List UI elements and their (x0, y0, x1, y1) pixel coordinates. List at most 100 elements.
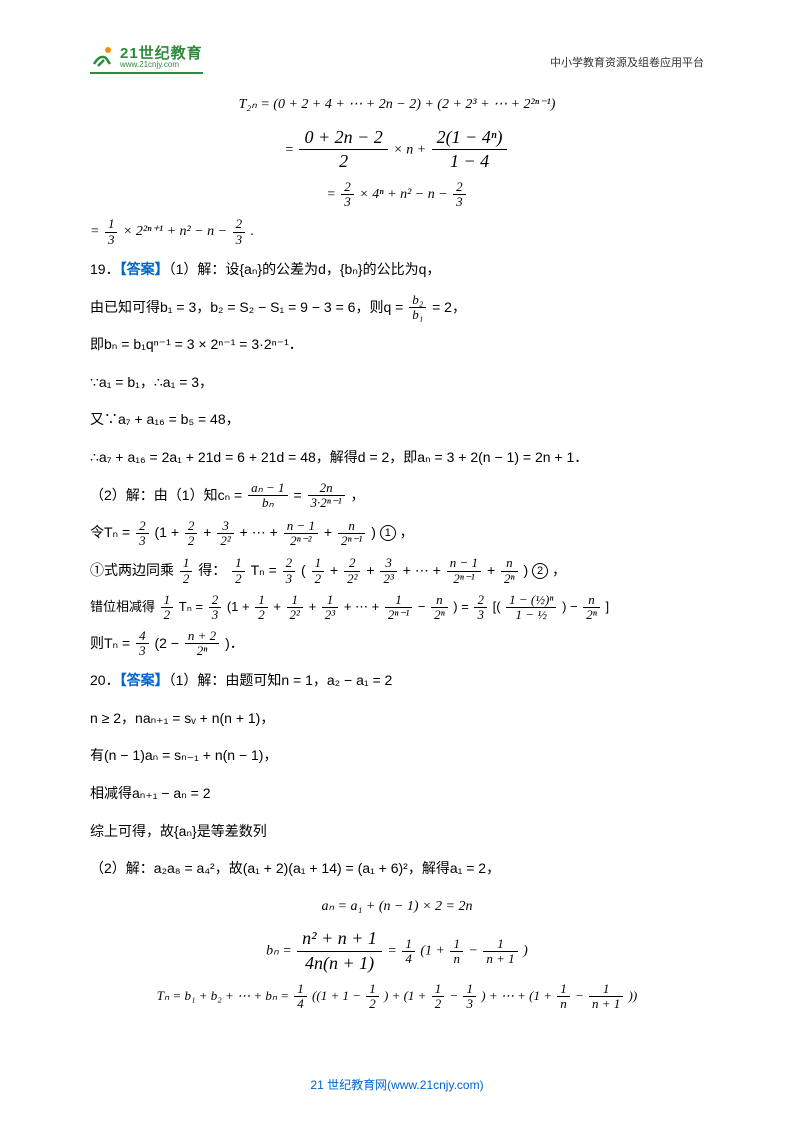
fraction: 1n (557, 982, 570, 1012)
fraction: 1n + 1 (589, 982, 623, 1012)
solution-text: ) (371, 524, 376, 540)
solution-line: ∵a₁ = b₁，∴a₁ = 3， (90, 366, 704, 400)
equation-line: = 0 + 2n − 22 × n + 2(1 − 4ⁿ)1 − 4 (90, 126, 704, 174)
equation-line: bₙ = n² + n + 14n(n + 1) = 14 (1 + 1n − … (90, 927, 704, 975)
fraction: 12 (161, 593, 174, 623)
solution-text: + (330, 562, 342, 578)
eq-text: = (326, 187, 339, 202)
equation-line: aₙ = a₁ + (n − 1) × 2 = 2n (90, 890, 704, 924)
answer-label: 【答案】 (120, 672, 169, 688)
fraction: 23 (283, 556, 296, 586)
fraction: n2ⁿ (583, 593, 600, 623)
fraction: n2ⁿ (431, 593, 448, 623)
solution-line: ①式两边同乘 12 得： 12 Tₙ = 23 ( 12 + 22² + 32³… (90, 554, 704, 588)
solution-line: 即bₙ = b₁qⁿ⁻¹ = 3 × 2ⁿ⁻¹ = 3·2ⁿ⁻¹． (90, 328, 704, 362)
fraction: 14 (294, 982, 307, 1012)
equation-line: Tₙ = b₁ + b₂ + ⋯ + bₙ = 14 ((1 + 1 − 12 … (90, 980, 704, 1012)
solution-text: 错位相减得 (90, 599, 155, 614)
solution-text: + (487, 562, 499, 578)
fraction: 23 (209, 593, 222, 623)
solution-line: 20．【答案】（1）解：由题可知n = 1，a₂ − a₁ = 2 (90, 664, 704, 698)
eq-text: bₙ = (266, 944, 295, 959)
solution-text: + (273, 599, 284, 614)
fraction: 12 (180, 556, 193, 586)
fraction: 2n3·2ⁿ⁻¹ (308, 481, 345, 511)
solution-text: Tₙ = (251, 562, 281, 578)
solution-text: + (324, 524, 336, 540)
solution-text: + ⋯ + (403, 562, 445, 578)
eq-text: = (387, 944, 400, 959)
logo-main-text: 21世纪教育 (120, 46, 203, 61)
solution-text: + (366, 562, 378, 578)
answer-label: 【答案】 (120, 261, 169, 277)
solution-line: n ≥ 2，naₙ₊₁ = sᵥ + n(n + 1)， (90, 702, 704, 736)
eq-text: × 4ⁿ + n² − n − (359, 187, 451, 202)
solution-line: 综上可得，故{aₙ}是等差数列 (90, 815, 704, 849)
fraction: 12 (255, 593, 268, 623)
fraction: 2(1 − 4ⁿ)1 − 4 (432, 126, 508, 174)
eq-text: − (449, 988, 461, 1003)
page-header: 21世纪教育 www.21cnjy.com 中小学教育资源及组卷应用平台 (90, 38, 704, 74)
solution-text: + ⋯ + (344, 599, 383, 614)
solution-text: (2 − (154, 635, 182, 651)
solution-text: ， (552, 562, 566, 578)
solution-text: ①式两边同乘 (90, 562, 174, 578)
fraction: 12 (432, 982, 445, 1012)
fraction: 12³ (322, 593, 338, 623)
fraction: 23 (341, 180, 354, 210)
solution-text: = (293, 487, 305, 503)
eq-text: ((1 + 1 − (312, 988, 364, 1003)
fraction: n2ⁿ (501, 556, 518, 586)
solution-text: − (418, 599, 429, 614)
solution-line: 错位相减得 12 Tₙ = 23 (1 + 12 + 12² + 12³ + ⋯… (90, 591, 704, 622)
solution-text: ( (301, 562, 306, 578)
solution-text: (1 + (154, 524, 182, 540)
fraction: 12 (232, 556, 245, 586)
document-body: T₂ₙ = (0 + 2 + 4 + ⋯ + 2n − 2) + (2 + 2³… (90, 88, 704, 1011)
fraction: 1 − (½)ⁿ1 − ½ (506, 593, 556, 623)
fraction: 22 (185, 519, 198, 549)
fraction: 13 (105, 217, 118, 247)
solution-text: 得： (198, 562, 226, 578)
fraction: n2ⁿ⁻¹ (338, 519, 365, 549)
logo-text-block: 21世纪教育 www.21cnjy.com (120, 46, 203, 69)
fraction: 14 (402, 937, 415, 967)
solution-text: + (203, 524, 215, 540)
solution-line: 令Tₙ = 23 (1 + 22 + 32² + ⋯ + n − 12ⁿ⁻² +… (90, 516, 704, 550)
eq-text: ) + ⋯ + (1 + (481, 988, 555, 1003)
solution-text: 则Tₙ = (90, 635, 134, 651)
circled-number-icon: 1 (380, 525, 396, 541)
solution-line: 又∵a₇ + a₁₆ = b₅ = 48， (90, 403, 704, 437)
eq-text: . (251, 224, 255, 239)
page-footer: 21 世纪教育网(www.21cnjy.com) (0, 1076, 794, 1093)
brand-logo: 21世纪教育 www.21cnjy.com (90, 44, 203, 74)
fraction: 32³ (380, 556, 396, 586)
solution-text: [( (493, 599, 501, 614)
fraction: 1n + 1 (483, 937, 517, 967)
fraction: 0 + 2n − 22 (299, 126, 387, 174)
solution-text: )． (225, 635, 244, 651)
eq-text: − (468, 944, 481, 959)
eq-text: ) (523, 944, 528, 959)
fraction: 13 (463, 982, 476, 1012)
eq-text: T₂ₙ = (0 + 2 + 4 + ⋯ + 2n − 2) + (2 + 2³… (239, 97, 556, 112)
solution-text: 令Tₙ = (90, 524, 134, 540)
fraction: 22² (344, 556, 360, 586)
solution-text: + ⋯ + (240, 524, 282, 540)
fraction: 23 (233, 217, 246, 247)
solution-line: 则Tₙ = 43 (2 − n + 22ⁿ )． (90, 627, 704, 661)
eq-text: × 2²ⁿ⁺¹ + n² − n − (123, 224, 231, 239)
solution-line: 相减得aₙ₊₁ − aₙ = 2 (90, 777, 704, 811)
fraction: n − 12ⁿ⁻² (284, 519, 318, 549)
fraction: 12² (287, 593, 303, 623)
equation-line: T₂ₙ = (0 + 2 + 4 + ⋯ + 2n − 2) + (2 + 2³… (90, 88, 704, 122)
equation-line: = 23 × 4ⁿ + n² − n − 23 (90, 178, 704, 212)
solution-text: ， (351, 487, 365, 503)
solution-text: + (309, 599, 320, 614)
solution-line: 有(n − 1)aₙ = sₙ₋₁ + n(n − 1)， (90, 739, 704, 773)
equation-line: = 13 × 2²ⁿ⁺¹ + n² − n − 23 . (90, 215, 704, 249)
solution-text: ， (400, 524, 414, 540)
eq-text: (1 + (420, 944, 448, 959)
fraction: 43 (136, 629, 149, 659)
solution-text: ) = (453, 599, 472, 614)
